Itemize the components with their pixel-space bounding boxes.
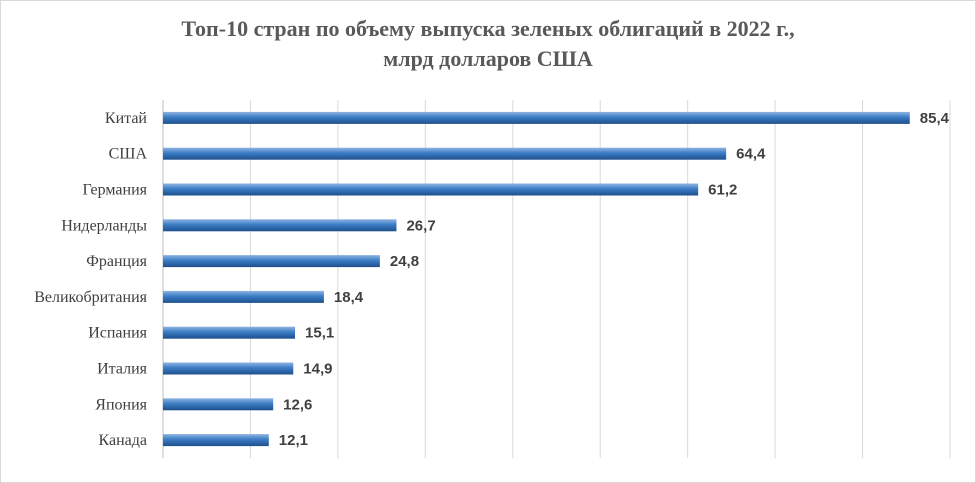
- value-label: 85,4: [920, 110, 950, 127]
- bar-0: [163, 111, 910, 124]
- category-label: Китай: [105, 110, 148, 127]
- value-label: 18,4: [334, 289, 364, 306]
- category-label: Италия: [97, 361, 148, 378]
- category-label: Франция: [86, 253, 147, 270]
- chart-title-line-1: Топ-10 стран по объему выпуска зеленых о…: [181, 16, 795, 41]
- value-label: 14,9: [303, 361, 332, 378]
- bar-5: [163, 290, 324, 303]
- category-label: Германия: [83, 182, 148, 199]
- value-label: 12,1: [279, 432, 308, 449]
- value-label: 15,1: [305, 325, 334, 342]
- category-label: США: [109, 146, 148, 163]
- category-label: Канада: [99, 432, 147, 449]
- bar-8: [163, 398, 274, 411]
- bar-1: [163, 147, 727, 160]
- bar-9: [163, 434, 269, 447]
- category-label: Испания: [88, 325, 147, 342]
- value-label: 61,2: [708, 182, 737, 199]
- value-label: 12,6: [283, 396, 312, 413]
- chart-title-line-2: млрд долларов США: [383, 46, 593, 71]
- chart-title: Топ-10 стран по объему выпуска зеленых о…: [0, 14, 976, 74]
- labels: Китай 85,4 США 64,4 Германия 61,2 Нидерланды 26…: [34, 110, 949, 449]
- value-label: 64,4: [736, 146, 766, 163]
- bars: [163, 111, 910, 447]
- bar-3: [163, 219, 397, 232]
- value-label: 24,8: [390, 253, 419, 270]
- bar-2: [163, 183, 699, 196]
- value-label: 26,7: [406, 217, 435, 234]
- bar-6: [163, 326, 296, 339]
- bar-4: [163, 255, 380, 268]
- bar-7: [163, 362, 294, 375]
- category-label: Нидерланды: [61, 217, 147, 234]
- category-label: Великобритания: [34, 289, 147, 306]
- category-label: Япония: [95, 396, 147, 413]
